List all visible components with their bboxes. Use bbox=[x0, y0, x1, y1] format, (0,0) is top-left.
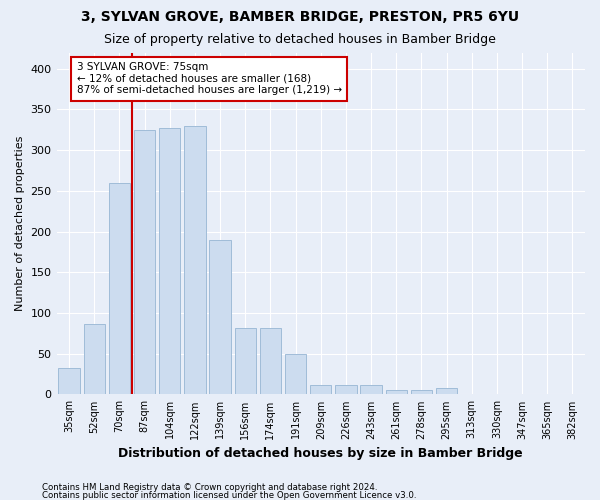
Bar bbox=[335, 386, 356, 394]
Bar bbox=[109, 183, 130, 394]
Bar bbox=[260, 328, 281, 394]
Text: 3, SYLVAN GROVE, BAMBER BRIDGE, PRESTON, PR5 6YU: 3, SYLVAN GROVE, BAMBER BRIDGE, PRESTON,… bbox=[81, 10, 519, 24]
Bar bbox=[209, 240, 231, 394]
Bar bbox=[411, 390, 432, 394]
X-axis label: Distribution of detached houses by size in Bamber Bridge: Distribution of detached houses by size … bbox=[118, 447, 523, 460]
Text: Contains public sector information licensed under the Open Government Licence v3: Contains public sector information licen… bbox=[42, 491, 416, 500]
Text: 3 SYLVAN GROVE: 75sqm
← 12% of detached houses are smaller (168)
87% of semi-det: 3 SYLVAN GROVE: 75sqm ← 12% of detached … bbox=[77, 62, 342, 96]
Text: Contains HM Land Registry data © Crown copyright and database right 2024.: Contains HM Land Registry data © Crown c… bbox=[42, 484, 377, 492]
Bar bbox=[159, 128, 181, 394]
Bar bbox=[134, 130, 155, 394]
Bar bbox=[436, 388, 457, 394]
Bar bbox=[83, 324, 105, 394]
Bar bbox=[386, 390, 407, 394]
Y-axis label: Number of detached properties: Number of detached properties bbox=[15, 136, 25, 311]
Text: Size of property relative to detached houses in Bamber Bridge: Size of property relative to detached ho… bbox=[104, 32, 496, 46]
Bar bbox=[285, 354, 307, 395]
Bar bbox=[361, 384, 382, 394]
Bar bbox=[310, 386, 331, 394]
Bar bbox=[184, 126, 206, 394]
Bar bbox=[235, 328, 256, 394]
Bar bbox=[58, 368, 80, 394]
